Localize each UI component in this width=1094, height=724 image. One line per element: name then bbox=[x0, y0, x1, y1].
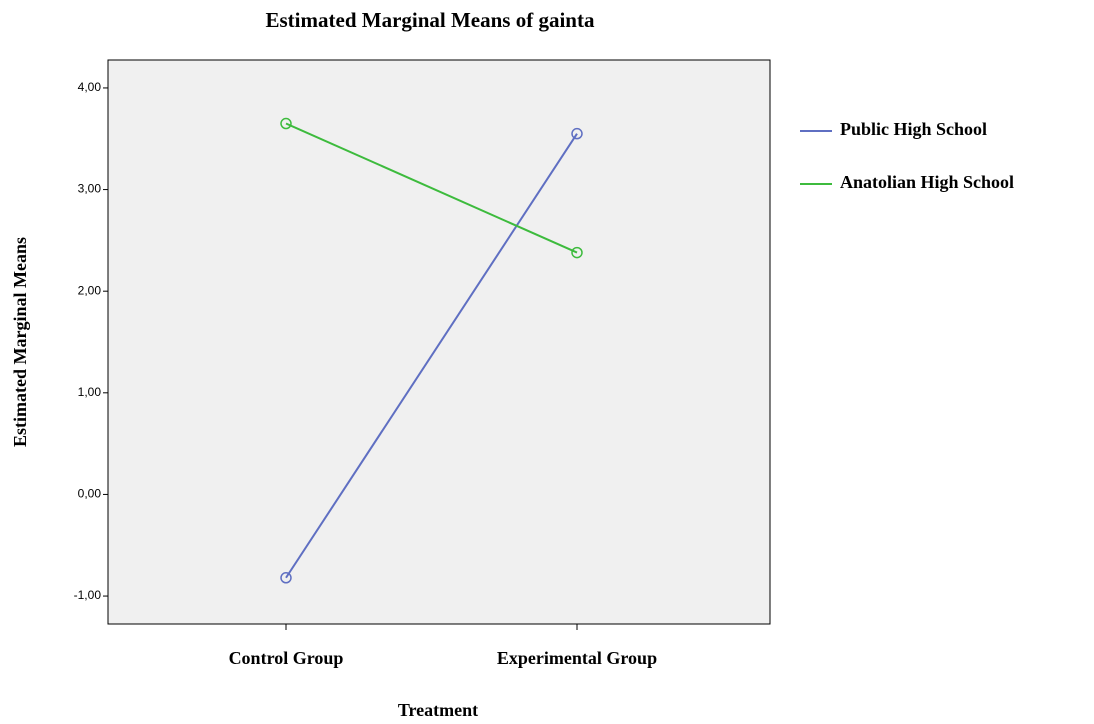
marker bbox=[280, 117, 292, 130]
x-axis-label: Treatment bbox=[398, 700, 478, 720]
legend-label: Public High School bbox=[840, 119, 987, 139]
marker bbox=[571, 127, 583, 140]
x-tick-label: Control Group bbox=[229, 648, 344, 668]
y-tick-label: -1,00 bbox=[74, 588, 102, 602]
y-tick-label: 3,00 bbox=[78, 182, 102, 196]
series-line bbox=[285, 122, 578, 254]
x-tick-label: Experimental Group bbox=[497, 648, 657, 668]
y-tick-label: 2,00 bbox=[78, 283, 102, 297]
marker bbox=[280, 572, 292, 584]
y-tick-label: 1,00 bbox=[78, 385, 102, 399]
marker bbox=[571, 246, 583, 259]
y-axis-label: Estimated Marginal Means bbox=[10, 237, 30, 447]
chart-title: Estimated Marginal Means of gainta bbox=[266, 8, 595, 32]
y-tick-label: 0,00 bbox=[78, 487, 102, 501]
legend-label: Anatolian High School bbox=[840, 172, 1014, 192]
series-line bbox=[285, 133, 578, 579]
y-tick-label: 4,00 bbox=[78, 80, 102, 94]
plot-area bbox=[107, 59, 771, 625]
